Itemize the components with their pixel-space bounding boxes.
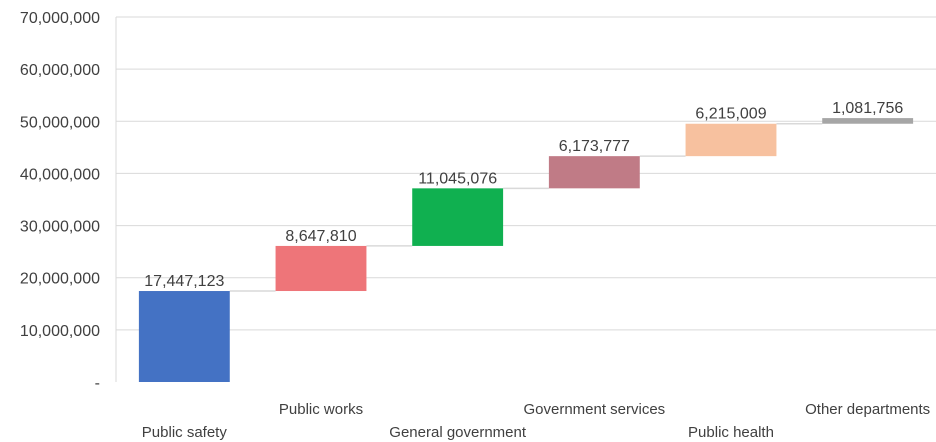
x-category-label: Public safety [142,424,228,441]
x-axis: Public safety Public works General governm… [142,401,930,441]
y-tick-label: 60,000,000 [20,62,100,79]
y-tick-label: 70,000,000 [20,10,100,27]
y-tick-label: 40,000,000 [20,166,100,183]
data-label: 6,173,777 [559,138,630,155]
y-tick-label: 20,000,000 [20,271,100,288]
x-category-label: Public works [279,401,363,418]
y-tick-label: 30,000,000 [20,219,100,236]
x-category-label: Other departments [805,401,930,418]
y-axis: - 10,000,000 20,000,000 30,000,000 40,000,00… [20,10,100,392]
bar [685,123,777,157]
y-tick-label: - [95,375,100,392]
x-category-label: Government services [523,401,665,418]
data-label: 11,045,076 [418,170,497,187]
data-label: 6,215,009 [695,106,766,123]
x-category-label: General government [389,424,527,441]
gridlines [115,16,936,382]
data-labels: 17,447,123 8,647,810 11,045,076 6,173,777 6,… [144,100,903,290]
y-tick-label: 50,000,000 [20,114,100,131]
bar [412,188,504,246]
bar [138,291,230,382]
data-label: 8,647,810 [285,228,356,245]
data-label: 1,081,756 [832,100,903,117]
bar [548,156,640,189]
bars [138,118,914,382]
y-tick-label: 10,000,000 [20,323,100,340]
x-category-label: Public health [688,424,774,441]
bar [275,245,367,292]
connector-lines [229,122,823,292]
bar [822,118,914,124]
data-label: 17,447,123 [144,273,224,290]
